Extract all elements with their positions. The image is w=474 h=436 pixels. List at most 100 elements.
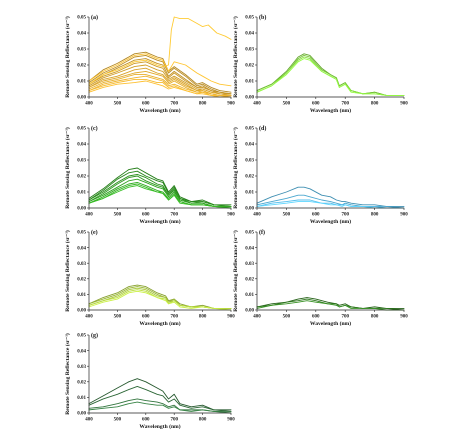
- y-tick-label: 0.01: [77, 191, 86, 196]
- x-tick-label: 600: [312, 315, 320, 320]
- series-line: [256, 186, 405, 207]
- y-tick-label: 0.05: [77, 127, 86, 132]
- x-axis-title: Wavelength (nm): [310, 218, 351, 225]
- series-line: [88, 58, 232, 95]
- series-line: [88, 185, 232, 209]
- chart-panel: 0.00 0.01 0.02 0.03 0.04 0.05 400 500 600 700 800 9…: [232, 14, 408, 114]
- y-tick-label: 0.01: [77, 396, 86, 401]
- panel-label: (e): [91, 229, 98, 236]
- x-tick-label: 900: [400, 213, 408, 218]
- y-tick-label: 0.00: [245, 309, 254, 314]
- y-tick-label: 0.03: [245, 159, 254, 164]
- x-tick-label: 400: [253, 213, 261, 218]
- y-tick-label: 0.03: [245, 262, 254, 267]
- series-line: [88, 80, 232, 98]
- x-axis-title: Wavelength (nm): [310, 107, 351, 114]
- series-line: [88, 170, 232, 207]
- x-tick-label: 500: [114, 102, 122, 107]
- x-tick-label: 700: [341, 315, 349, 320]
- y-tick-label: 0.00: [77, 412, 86, 417]
- chart-panel: 0.00 0.01 0.02 0.03 0.04 0.05 400 500 600 700 800 9…: [64, 332, 235, 430]
- x-tick-label: 700: [170, 213, 178, 218]
- x-axis-title: Wavelength (nm): [139, 320, 180, 327]
- x-tick-label: 900: [400, 102, 408, 107]
- x-tick-label: 800: [371, 102, 379, 107]
- y-tick-label: 0.04: [245, 143, 254, 148]
- y-tick-label: 0.00: [77, 96, 86, 101]
- panel-label: (g): [91, 332, 98, 339]
- x-tick-label: 800: [371, 315, 379, 320]
- x-tick-label: 500: [114, 213, 122, 218]
- x-tick-label: 400: [85, 315, 93, 320]
- chart-panel: 0.00 0.01 0.02 0.03 0.04 0.05 400 500 600 700 800 9…: [64, 14, 235, 114]
- y-tick-label: 0.05: [245, 127, 254, 132]
- series-line: [88, 78, 232, 98]
- y-tick-label: 0.03: [77, 365, 86, 370]
- x-tick-label: 500: [283, 315, 291, 320]
- y-tick-label: 0.02: [245, 175, 254, 180]
- x-tick-label: 400: [253, 102, 261, 107]
- y-axis-title: Remote Sensing Reflectance (sr⁻¹): [64, 127, 71, 209]
- y-axis-title: Remote Sensing Reflectance (sr⁻¹): [232, 127, 239, 209]
- y-tick-label: 0.02: [245, 64, 254, 69]
- series-line: [256, 201, 405, 209]
- y-tick-label: 0.05: [77, 334, 86, 339]
- x-tick-label: 900: [227, 418, 235, 423]
- series-line: [256, 300, 405, 311]
- x-tick-label: 500: [283, 102, 291, 107]
- y-tick-label: 0.00: [245, 207, 254, 212]
- y-tick-label: 0.02: [77, 278, 86, 283]
- chart-panel: 0.00 0.01 0.02 0.03 0.04 0.05 400 500 600 700 800 9…: [232, 229, 408, 327]
- y-axis-title: Remote Sensing Reflectance (sr⁻¹): [64, 230, 71, 312]
- x-tick-label: 800: [371, 213, 379, 218]
- series-line: [88, 67, 232, 96]
- x-tick-label: 900: [227, 213, 235, 218]
- series-line: [88, 54, 232, 95]
- x-tick-label: 900: [227, 315, 235, 320]
- y-tick-label: 0.04: [245, 246, 254, 251]
- y-tick-label: 0.03: [77, 48, 86, 53]
- y-tick-label: 0.03: [77, 262, 86, 267]
- y-tick-label: 0.04: [77, 32, 86, 37]
- x-tick-label: 800: [199, 315, 207, 320]
- x-tick-label: 800: [199, 102, 207, 107]
- series-line: [88, 178, 232, 207]
- panel-label: (c): [91, 125, 98, 132]
- y-tick-label: 0.04: [77, 143, 86, 148]
- y-axis-title: Remote Sensing Reflectance (sr⁻¹): [232, 16, 239, 98]
- y-axis-title: Remote Sensing Reflectance (sr⁻¹): [64, 333, 71, 415]
- x-tick-label: 700: [170, 315, 178, 320]
- x-tick-label: 900: [227, 102, 235, 107]
- y-axis-title: Remote Sensing Reflectance (sr⁻¹): [64, 16, 71, 98]
- series-line: [88, 75, 232, 96]
- series-line: [88, 173, 232, 207]
- y-tick-label: 0.03: [245, 48, 254, 53]
- y-tick-label: 0.01: [245, 293, 254, 298]
- series-line: [88, 284, 232, 309]
- series-line: [88, 289, 232, 309]
- x-tick-label: 400: [253, 315, 261, 320]
- y-tick-label: 0.00: [77, 309, 86, 314]
- series-line: [256, 297, 405, 309]
- y-tick-label: 0.05: [77, 16, 86, 21]
- y-tick-label: 0.01: [245, 80, 254, 85]
- series-line: [88, 378, 232, 411]
- series-line: [88, 290, 232, 311]
- x-tick-label: 600: [142, 102, 150, 107]
- y-tick-label: 0.05: [245, 231, 254, 236]
- x-tick-label: 600: [142, 315, 150, 320]
- panel-label: (a): [91, 14, 98, 21]
- y-tick-label: 0.03: [77, 159, 86, 164]
- x-axis-title: Wavelength (nm): [139, 423, 180, 430]
- x-tick-label: 500: [283, 213, 291, 218]
- series-line: [88, 74, 232, 96]
- x-tick-label: 700: [170, 418, 178, 423]
- x-tick-label: 400: [85, 213, 93, 218]
- series-line: [88, 53, 232, 87]
- series-line: [88, 401, 232, 414]
- x-tick-label: 600: [312, 213, 320, 218]
- y-tick-label: 0.05: [77, 231, 86, 236]
- series-line: [88, 16, 232, 85]
- x-tick-label: 500: [114, 315, 122, 320]
- chart-panel: 0.00 0.01 0.02 0.03 0.04 0.05 400 500 600 700 800 9…: [232, 125, 408, 225]
